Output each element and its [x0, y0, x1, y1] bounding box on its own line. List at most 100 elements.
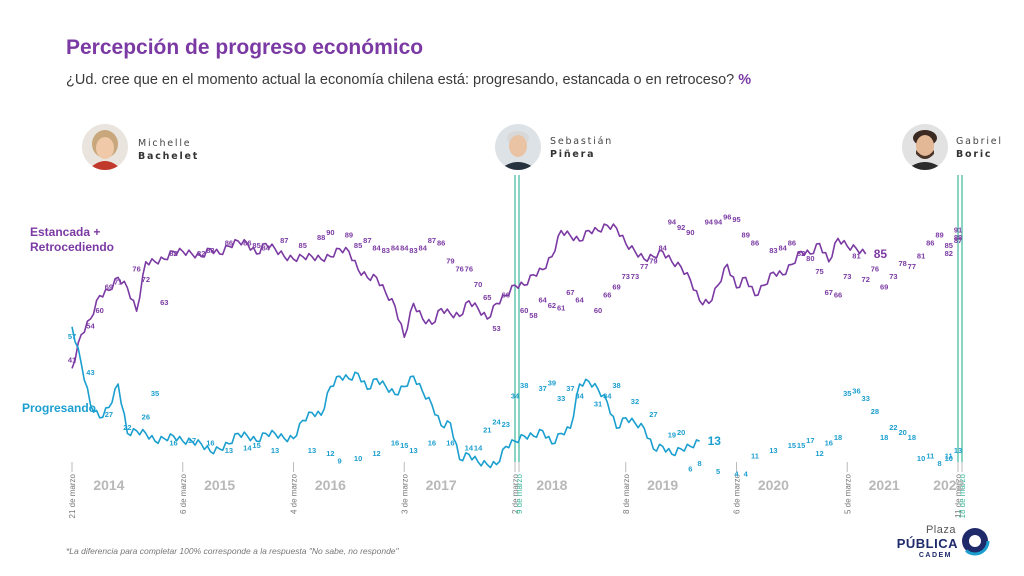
data-label: 31	[594, 399, 602, 408]
data-label: 13	[308, 446, 316, 455]
data-label: 76	[455, 264, 463, 273]
year-tick-label: 2017	[426, 477, 457, 493]
data-label: 13	[225, 446, 233, 455]
data-label: 21	[483, 425, 491, 434]
subtitle-unit: %	[738, 72, 752, 88]
data-label: 71	[114, 277, 122, 286]
line-chart: 21 de marzo 6 de marzo 4 de marzo 3 de marz…	[22, 175, 967, 518]
data-label: 81	[852, 251, 860, 260]
data-label: 84	[391, 244, 400, 253]
data-label: 84	[372, 244, 381, 253]
year-tick-label: 2020	[758, 477, 789, 493]
data-label: 96	[723, 212, 731, 221]
data-label: 88	[954, 233, 962, 242]
date-marker-label: 3 de marzo	[400, 473, 409, 514]
data-label: 89	[345, 231, 353, 240]
data-label: 32	[631, 397, 639, 406]
year-tick-label: 2015	[204, 477, 235, 493]
data-label: 67	[566, 288, 574, 297]
data-label: 14	[474, 444, 483, 453]
data-label: 83	[409, 246, 417, 255]
data-label: 81	[917, 251, 925, 260]
series-name-estancada: Estancada + Retrocediendo	[30, 225, 114, 254]
data-label: 8	[697, 459, 701, 468]
data-label: 61	[557, 303, 565, 312]
year-tick-label: 2016	[315, 477, 346, 493]
data-label: 22	[123, 423, 131, 432]
data-label: 91	[954, 225, 962, 234]
chart-title: Percepción de progreso económico	[66, 36, 424, 59]
data-label: 80	[806, 254, 814, 263]
data-label: 34	[575, 392, 584, 401]
pinera-first-name: Sebastián	[550, 136, 614, 147]
data-label: 79	[446, 257, 454, 266]
data-label: 66	[603, 290, 611, 299]
data-label: 4	[734, 470, 739, 479]
data-label: 12	[815, 449, 823, 458]
series-name-progresando: Progresando	[22, 401, 96, 415]
speech-bubble-icon	[960, 526, 990, 556]
footnote: *La diferencia para completar 100% corre…	[66, 546, 399, 556]
year-tick-label: 2022	[933, 477, 964, 493]
data-label: 77	[908, 262, 916, 271]
data-label: 64	[539, 296, 548, 305]
date-marker-label: 9 de marzo	[515, 473, 524, 514]
bachelet-last-name: Bachelet	[138, 151, 200, 162]
data-label: 17	[188, 436, 196, 445]
data-label: 12	[326, 449, 334, 458]
date-marker-label: 8 de marzo	[622, 473, 631, 514]
series-end-label: 85	[874, 247, 888, 261]
series-line-progresando	[71, 326, 700, 469]
data-label: 87	[428, 236, 436, 245]
data-label: 94	[705, 218, 714, 227]
data-label: 18	[834, 433, 842, 442]
data-label: 85	[252, 241, 260, 250]
bachelet-first-name: Michelle	[138, 138, 192, 149]
data-label: 27	[105, 410, 113, 419]
data-label: 16	[825, 438, 833, 447]
data-label: 87	[363, 236, 371, 245]
data-label: 39	[548, 379, 556, 388]
date-marker-label: 2 de marzo	[511, 473, 520, 514]
data-label: 94	[714, 218, 723, 227]
pinera-last-name: Piñera	[550, 149, 596, 160]
data-label: 16	[206, 438, 214, 447]
data-label: 15	[797, 441, 805, 450]
year-tick-label: 2021	[869, 477, 900, 493]
plaza-publica-cadem-logo: Plaza PÚBLICA CADEM	[888, 522, 998, 568]
data-label: 33	[862, 394, 870, 403]
date-marker-label: 5 de marzo	[843, 473, 852, 514]
data-label: 9	[338, 457, 342, 466]
data-label: 69	[105, 283, 113, 292]
data-label: 95	[732, 215, 740, 224]
data-label: 76	[871, 264, 879, 273]
data-label: 70	[474, 280, 482, 289]
data-label: 82	[197, 249, 205, 258]
series-name-line: Estancada +	[30, 225, 100, 239]
data-label: 67	[825, 288, 833, 297]
data-label: 86	[788, 238, 796, 247]
data-label: 84	[400, 244, 409, 253]
data-label: 35	[151, 389, 159, 398]
data-label: 19	[668, 431, 676, 440]
president-bachelet: Michelle Bachelet	[138, 137, 199, 163]
data-label: 13	[271, 446, 279, 455]
chart-subtitle: ¿Ud. cree que en el momento actual la ec…	[66, 72, 751, 88]
data-label: 11	[926, 451, 934, 460]
data-label: 94	[668, 218, 677, 227]
data-label: 89	[742, 231, 750, 240]
data-label: 53	[492, 324, 500, 333]
data-label: 58	[529, 311, 537, 320]
data-label: 41	[68, 355, 76, 364]
data-label: 86	[926, 238, 934, 247]
president-pinera: Sebastián Piñera	[550, 135, 613, 161]
data-label: 75	[815, 267, 823, 276]
data-label: 73	[843, 272, 851, 281]
subtitle-question: ¿Ud. cree que en el momento actual la ec…	[66, 72, 735, 88]
data-label: 24	[492, 418, 501, 427]
data-label: 14	[243, 444, 252, 453]
date-marker-label: 21 de marzo	[68, 473, 77, 518]
data-label: 63	[160, 298, 168, 307]
data-label: 15	[788, 441, 796, 450]
data-label: 82	[797, 249, 805, 258]
